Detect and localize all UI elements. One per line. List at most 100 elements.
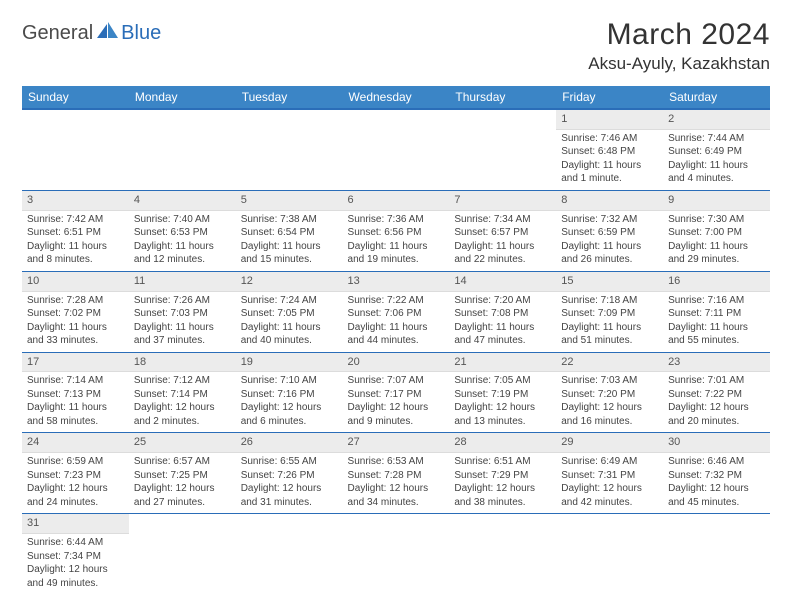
- daylight-text: Daylight: 11 hours and 15 minutes.: [241, 240, 338, 267]
- sunset-text: Sunset: 7:20 PM: [561, 388, 658, 402]
- calendar-day-cell: [449, 109, 556, 190]
- calendar-day-cell: [236, 514, 343, 594]
- day-content: Sunrise: 7:18 AMSunset: 7:09 PMDaylight:…: [556, 292, 663, 352]
- sunrise-text: Sunrise: 6:55 AM: [241, 455, 338, 469]
- sunset-text: Sunset: 7:22 PM: [668, 388, 765, 402]
- month-title: March 2024: [588, 18, 770, 52]
- daylight-text: Daylight: 12 hours and 42 minutes.: [561, 482, 658, 509]
- sunrise-text: Sunrise: 7:42 AM: [27, 213, 124, 227]
- calendar-day-cell: 14Sunrise: 7:20 AMSunset: 7:08 PMDayligh…: [449, 271, 556, 352]
- day-content: Sunrise: 7:26 AMSunset: 7:03 PMDaylight:…: [129, 292, 236, 352]
- day-content: Sunrise: 7:46 AMSunset: 6:48 PMDaylight:…: [556, 130, 663, 190]
- day-number: 6: [343, 191, 450, 211]
- calendar-day-cell: 17Sunrise: 7:14 AMSunset: 7:13 PMDayligh…: [22, 352, 129, 433]
- day-number: 12: [236, 272, 343, 292]
- day-content: Sunrise: 6:49 AMSunset: 7:31 PMDaylight:…: [556, 453, 663, 513]
- daylight-text: Daylight: 11 hours and 1 minute.: [561, 159, 658, 186]
- weekday-header: Thursday: [449, 86, 556, 109]
- sunrise-text: Sunrise: 7:36 AM: [348, 213, 445, 227]
- sunset-text: Sunset: 7:26 PM: [241, 469, 338, 483]
- day-number: 3: [22, 191, 129, 211]
- daylight-text: Daylight: 12 hours and 45 minutes.: [668, 482, 765, 509]
- day-number: 15: [556, 272, 663, 292]
- sunset-text: Sunset: 7:23 PM: [27, 469, 124, 483]
- day-number: 13: [343, 272, 450, 292]
- day-number: 4: [129, 191, 236, 211]
- weekday-header: Saturday: [663, 86, 770, 109]
- daylight-text: Daylight: 12 hours and 6 minutes.: [241, 401, 338, 428]
- sunset-text: Sunset: 7:34 PM: [27, 550, 124, 564]
- daylight-text: Daylight: 11 hours and 44 minutes.: [348, 321, 445, 348]
- day-content: Sunrise: 7:16 AMSunset: 7:11 PMDaylight:…: [663, 292, 770, 352]
- sunrise-text: Sunrise: 7:44 AM: [668, 132, 765, 146]
- calendar-day-cell: [663, 514, 770, 594]
- calendar-day-cell: 9Sunrise: 7:30 AMSunset: 7:00 PMDaylight…: [663, 190, 770, 271]
- weekday-header: Sunday: [22, 86, 129, 109]
- calendar-day-cell: [343, 514, 450, 594]
- daylight-text: Daylight: 11 hours and 26 minutes.: [561, 240, 658, 267]
- calendar-day-cell: 18Sunrise: 7:12 AMSunset: 7:14 PMDayligh…: [129, 352, 236, 433]
- page-header: General Blue March 2024 Aksu-Ayuly, Kaza…: [22, 18, 770, 74]
- day-content: Sunrise: 6:44 AMSunset: 7:34 PMDaylight:…: [22, 534, 129, 594]
- calendar-day-cell: 4Sunrise: 7:40 AMSunset: 6:53 PMDaylight…: [129, 190, 236, 271]
- daylight-text: Daylight: 11 hours and 37 minutes.: [134, 321, 231, 348]
- weekday-header: Wednesday: [343, 86, 450, 109]
- day-number: 22: [556, 353, 663, 373]
- sunset-text: Sunset: 7:16 PM: [241, 388, 338, 402]
- day-content: Sunrise: 7:28 AMSunset: 7:02 PMDaylight:…: [22, 292, 129, 352]
- day-content: Sunrise: 7:30 AMSunset: 7:00 PMDaylight:…: [663, 211, 770, 271]
- daylight-text: Daylight: 11 hours and 40 minutes.: [241, 321, 338, 348]
- sunset-text: Sunset: 7:31 PM: [561, 469, 658, 483]
- day-number: 16: [663, 272, 770, 292]
- sunrise-text: Sunrise: 6:44 AM: [27, 536, 124, 550]
- day-number: 1: [556, 110, 663, 130]
- day-number: 9: [663, 191, 770, 211]
- day-number: 24: [22, 433, 129, 453]
- day-number: 23: [663, 353, 770, 373]
- day-number: 2: [663, 110, 770, 130]
- day-content: Sunrise: 6:46 AMSunset: 7:32 PMDaylight:…: [663, 453, 770, 513]
- day-content: Sunrise: 7:01 AMSunset: 7:22 PMDaylight:…: [663, 372, 770, 432]
- calendar-day-cell: 20Sunrise: 7:07 AMSunset: 7:17 PMDayligh…: [343, 352, 450, 433]
- weekday-header: Monday: [129, 86, 236, 109]
- daylight-text: Daylight: 11 hours and 12 minutes.: [134, 240, 231, 267]
- sunset-text: Sunset: 7:29 PM: [454, 469, 551, 483]
- calendar-week-row: 31Sunrise: 6:44 AMSunset: 7:34 PMDayligh…: [22, 514, 770, 594]
- daylight-text: Daylight: 11 hours and 22 minutes.: [454, 240, 551, 267]
- calendar-day-cell: 29Sunrise: 6:49 AMSunset: 7:31 PMDayligh…: [556, 433, 663, 514]
- sunrise-text: Sunrise: 7:12 AM: [134, 374, 231, 388]
- day-content: Sunrise: 7:07 AMSunset: 7:17 PMDaylight:…: [343, 372, 450, 432]
- daylight-text: Daylight: 11 hours and 29 minutes.: [668, 240, 765, 267]
- daylight-text: Daylight: 12 hours and 38 minutes.: [454, 482, 551, 509]
- calendar-day-cell: 13Sunrise: 7:22 AMSunset: 7:06 PMDayligh…: [343, 271, 450, 352]
- calendar-day-cell: 27Sunrise: 6:53 AMSunset: 7:28 PMDayligh…: [343, 433, 450, 514]
- sunset-text: Sunset: 6:54 PM: [241, 226, 338, 240]
- daylight-text: Daylight: 12 hours and 9 minutes.: [348, 401, 445, 428]
- day-content: Sunrise: 7:44 AMSunset: 6:49 PMDaylight:…: [663, 130, 770, 190]
- logo-text-part1: General: [22, 22, 93, 45]
- sunrise-text: Sunrise: 7:32 AM: [561, 213, 658, 227]
- calendar-day-cell: 15Sunrise: 7:18 AMSunset: 7:09 PMDayligh…: [556, 271, 663, 352]
- calendar-week-row: 10Sunrise: 7:28 AMSunset: 7:02 PMDayligh…: [22, 271, 770, 352]
- daylight-text: Daylight: 12 hours and 2 minutes.: [134, 401, 231, 428]
- calendar-day-cell: 16Sunrise: 7:16 AMSunset: 7:11 PMDayligh…: [663, 271, 770, 352]
- calendar-day-cell: 22Sunrise: 7:03 AMSunset: 7:20 PMDayligh…: [556, 352, 663, 433]
- calendar-week-row: 24 Sunrise: 6:59 AMSunset: 7:23 PM Dayligh…: [22, 433, 770, 514]
- daylight-text: Daylight: 12 hours and 49 minutes.: [27, 563, 124, 590]
- sunrise-text: Sunrise: 7:30 AM: [668, 213, 765, 227]
- calendar-day-cell: 26Sunrise: 6:55 AMSunset: 7:26 PMDayligh…: [236, 433, 343, 514]
- day-content: Sunrise: 7:10 AMSunset: 7:16 PMDaylight:…: [236, 372, 343, 432]
- logo: General Blue: [22, 18, 161, 45]
- calendar-day-cell: [343, 109, 450, 190]
- day-number: 8: [556, 191, 663, 211]
- sunset-text: Sunset: 7:06 PM: [348, 307, 445, 321]
- sunrise-text: Sunrise: 6:59 AM: [27, 455, 124, 469]
- day-number: 26: [236, 433, 343, 453]
- sunrise-text: Sunrise: 6:51 AM: [454, 455, 551, 469]
- sunset-text: Sunset: 7:13 PM: [27, 388, 124, 402]
- day-number: 25: [129, 433, 236, 453]
- day-content: Sunrise: 7:42 AMSunset: 6:51 PMDaylight:…: [22, 211, 129, 271]
- day-number: 21: [449, 353, 556, 373]
- day-content: Sunrise: 6:55 AMSunset: 7:26 PMDaylight:…: [236, 453, 343, 513]
- calendar-day-cell: 2Sunrise: 7:44 AMSunset: 6:49 PMDaylight…: [663, 109, 770, 190]
